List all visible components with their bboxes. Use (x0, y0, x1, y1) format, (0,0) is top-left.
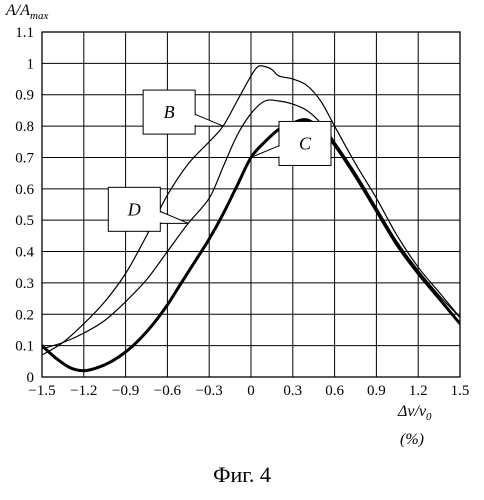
y-tick-label: 0.9 (15, 88, 34, 104)
x-tick-label: −0.3 (196, 383, 223, 399)
y-tick-label: 0.2 (15, 307, 34, 323)
y-axis-title: A/Amax (5, 2, 48, 22)
callout-b: B (143, 90, 223, 134)
x-tick-label: 1.2 (409, 383, 428, 399)
callout-label: B (164, 102, 175, 122)
y-tick-label: 0 (27, 370, 35, 386)
callout-d: D (108, 187, 188, 231)
y-tick-label: 1.1 (15, 25, 34, 41)
x-tick-label: −0.9 (112, 383, 139, 399)
y-tick-label: 1 (27, 56, 35, 72)
y-tick-label: 0.7 (15, 150, 34, 166)
chart: −1.5−1.2−0.9−0.6−0.300.30.60.91.21.500.1… (0, 0, 484, 460)
callouts: B D C (108, 90, 331, 231)
x-tick-label: −0.6 (154, 383, 182, 399)
x-tick-label: 1.5 (451, 383, 470, 399)
grid (42, 32, 460, 377)
x-axis-unit: (%) (400, 431, 424, 448)
y-tick-label: 0.1 (15, 339, 34, 355)
x-tick-label: 0.6 (325, 383, 344, 399)
callout-label: D (127, 199, 141, 219)
x-tick-label: 0.9 (367, 383, 386, 399)
callout-label: C (299, 133, 312, 153)
y-tick-label: 0.5 (15, 213, 34, 229)
x-tick-label: −1.2 (70, 383, 97, 399)
y-tick-label: 0.4 (15, 245, 34, 261)
x-axis-title: Δν/ν0 (397, 403, 432, 423)
callout-pointer (160, 212, 188, 224)
figure-caption: Фиг. 4 (0, 462, 484, 488)
y-tick-label: 0.3 (15, 276, 34, 292)
y-tick-label: 0.6 (15, 182, 34, 198)
x-tick-label: 0.3 (283, 383, 302, 399)
y-tick-label: 0.8 (15, 119, 34, 135)
x-tick-label: 0 (247, 383, 255, 399)
